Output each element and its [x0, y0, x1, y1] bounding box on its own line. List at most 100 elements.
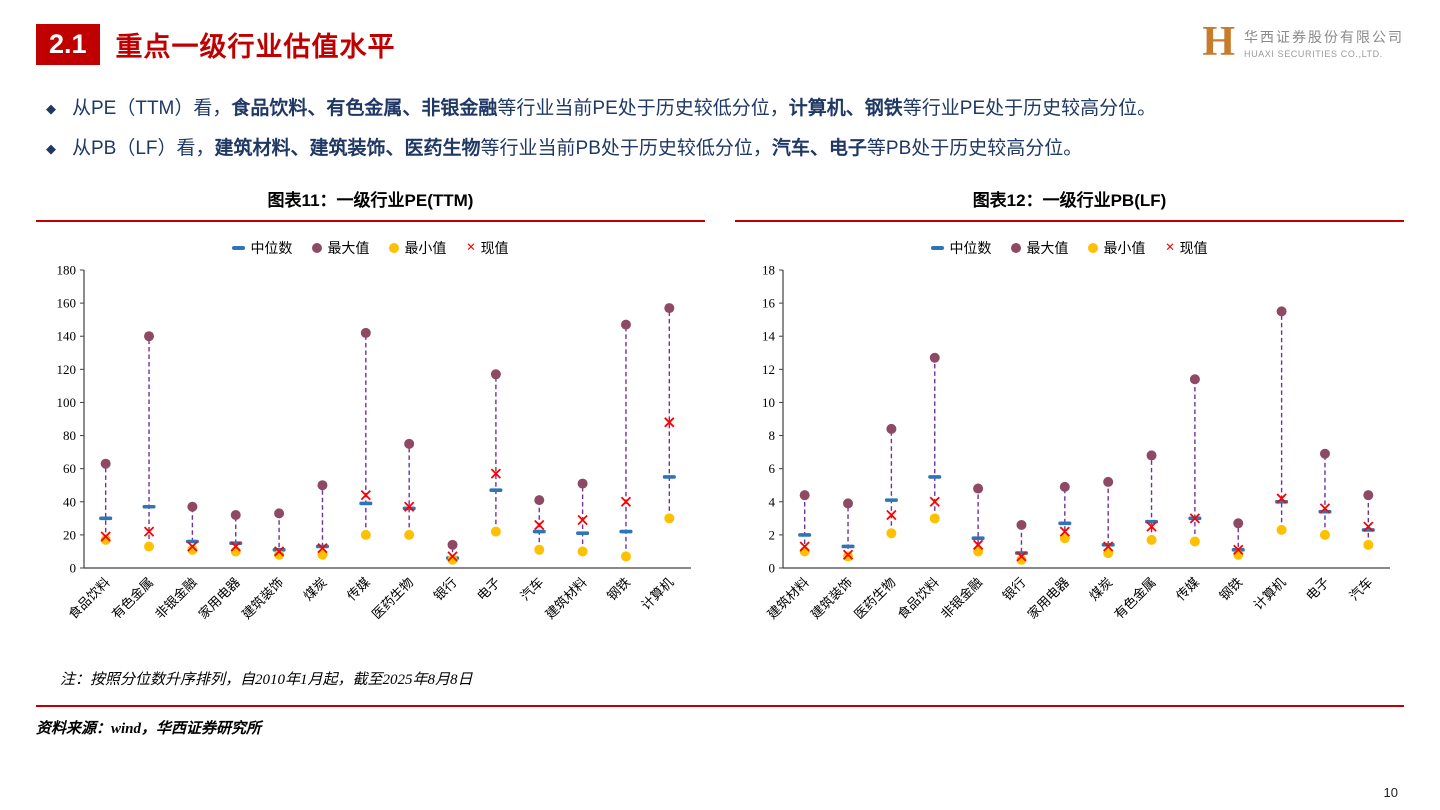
- median-marker: [99, 516, 113, 521]
- current-marker: [273, 546, 285, 557]
- median-marker: [884, 498, 898, 503]
- pe-chart: 0 20 40 60 80 100 120 140 160 180 食品饮料有色金属非银金融家用电器…: [57, 263, 691, 622]
- footer-divider: [36, 705, 1404, 708]
- median-marker: [576, 531, 590, 536]
- summary-bullets: ◆ 从PE（TTM）看，食品饮料、有色金属、非银金融等行业当前PE处于历史较低分…: [46, 95, 1404, 162]
- min-marker: [144, 541, 155, 552]
- y-tick-label: 80: [63, 428, 76, 443]
- median-marker: [662, 475, 676, 479]
- category-series: 银行: [431, 539, 460, 604]
- x-category-label: 医药生物: [369, 575, 416, 622]
- category-series: 有色金属: [1111, 450, 1159, 622]
- y-tick-label: 4: [769, 494, 776, 509]
- y-tick-label: 2: [769, 527, 776, 542]
- company-name-cn: 华西证券股份有限公司: [1244, 30, 1404, 46]
- current-marker: [664, 417, 675, 428]
- legend-item-median: 中位数: [931, 238, 991, 258]
- min-marker: [274, 549, 285, 560]
- category-series: 钢铁: [1216, 518, 1245, 604]
- y-tick-label: 10: [762, 395, 775, 410]
- category-series: 传媒: [344, 328, 373, 604]
- y-tick-label: 180: [57, 263, 77, 278]
- x-category-label: 非银金融: [938, 575, 985, 622]
- bullet-pe: ◆ 从PE（TTM）看，食品饮料、有色金属、非银金融等行业当前PE处于历史较低分…: [46, 95, 1404, 123]
- x-category-label: 有色金属: [109, 575, 156, 622]
- data-source: 资料来源：wind，华西证券研究所: [36, 721, 262, 738]
- y-tick-label: 12: [762, 362, 775, 377]
- current-marker: [577, 514, 588, 526]
- bullet-text-run: 从PE（TTM）看，: [72, 98, 232, 119]
- current-marker: [187, 541, 198, 552]
- max-marker: [144, 331, 155, 342]
- max-marker: [1233, 518, 1244, 529]
- x-category-label: 有色金属: [1111, 575, 1158, 622]
- legend-item-min: 最小值: [1088, 238, 1145, 258]
- current-marker: [1103, 541, 1114, 552]
- max-marker: [317, 480, 328, 491]
- section-header: 2.1 重点一级行业估值水平: [36, 24, 396, 65]
- min-marker: [100, 534, 111, 545]
- max-marker: [447, 539, 458, 550]
- min-marker: [1103, 548, 1114, 559]
- current-marker: [534, 519, 545, 531]
- category-series: 煤炭: [301, 480, 330, 604]
- current-marker: [404, 501, 415, 512]
- max-marker: [843, 498, 854, 509]
- x-category-label: 家用电器: [1025, 575, 1072, 622]
- legend-label: 最大值: [1026, 242, 1069, 258]
- charts-row: 图表11：一级行业PE(TTM) 中位数 最大值 最小值 × 现值 0 20 40 60…: [36, 186, 1404, 660]
- y-tick-label: 40: [63, 494, 76, 509]
- median-marker: [489, 488, 503, 493]
- y-tick-label: 6: [769, 461, 776, 476]
- y-tick-label: 8: [769, 428, 776, 443]
- current-marker: [1146, 521, 1157, 532]
- highlighted-industries: 汽车、电子: [771, 137, 867, 159]
- x-category-label: 食品饮料: [894, 575, 941, 622]
- header: 2.1 重点一级行业估值水平 H 华西证券股份有限公司 HUAXI SECURI…: [36, 21, 1404, 65]
- category-series: 煤炭: [1086, 477, 1115, 604]
- max-marker: [1146, 450, 1157, 461]
- highlighted-industries: 计算机、钢铁: [788, 98, 903, 119]
- y-tick-label: 0: [769, 561, 776, 576]
- y-tick-label: 0: [70, 561, 77, 576]
- category-series: 食品饮料: [894, 352, 942, 622]
- max-marker: [929, 352, 940, 363]
- category-series: 非银金融: [938, 483, 985, 622]
- pe-chart-title: 图表11：一级行业PE(TTM): [36, 186, 705, 223]
- min-dot-icon: [389, 243, 400, 254]
- company-logo: H 华西证券股份有限公司 HUAXI SECURITIES CO.,LTD.: [1202, 21, 1404, 63]
- y-tick-label: 160: [57, 296, 77, 311]
- x-category-label: 建筑装饰: [808, 575, 855, 622]
- max-marker: [1276, 306, 1287, 317]
- bullet-pb: ◆ 从PB（LF）看，建筑材料、建筑装饰、医药生物等行业当前PB处于历史较低分位…: [46, 135, 1404, 163]
- max-marker: [360, 328, 371, 339]
- min-marker: [447, 554, 458, 565]
- category-series: 建筑材料: [542, 478, 590, 622]
- legend-item-median: 中位数: [232, 238, 292, 258]
- min-marker: [577, 546, 588, 557]
- x-category-label: 电子: [474, 575, 503, 604]
- median-dash-icon: [931, 246, 945, 251]
- max-marker: [886, 424, 897, 435]
- x-category-label: 电子: [1303, 575, 1332, 604]
- current-marker: [886, 509, 897, 521]
- x-category-label: 建筑装饰: [239, 575, 286, 622]
- min-marker: [620, 551, 631, 562]
- x-category-label: 汽车: [1346, 575, 1375, 604]
- current-marker: [100, 531, 111, 542]
- current-marker: [1189, 513, 1201, 524]
- min-marker: [1319, 529, 1330, 540]
- current-marker: [230, 541, 241, 552]
- current-marker: [143, 526, 155, 537]
- min-marker: [1146, 534, 1157, 545]
- min-marker: [1189, 536, 1200, 547]
- min-marker: [843, 551, 854, 562]
- category-series: 医药生物: [369, 438, 416, 622]
- median-marker: [532, 529, 546, 534]
- bullet-text-run: 从PB（LF）看，: [72, 137, 215, 159]
- category-series: 建筑装饰: [808, 498, 855, 622]
- max-marker: [404, 438, 415, 449]
- current-marker: [1059, 526, 1070, 537]
- legend-item-max: 最大值: [1011, 238, 1068, 258]
